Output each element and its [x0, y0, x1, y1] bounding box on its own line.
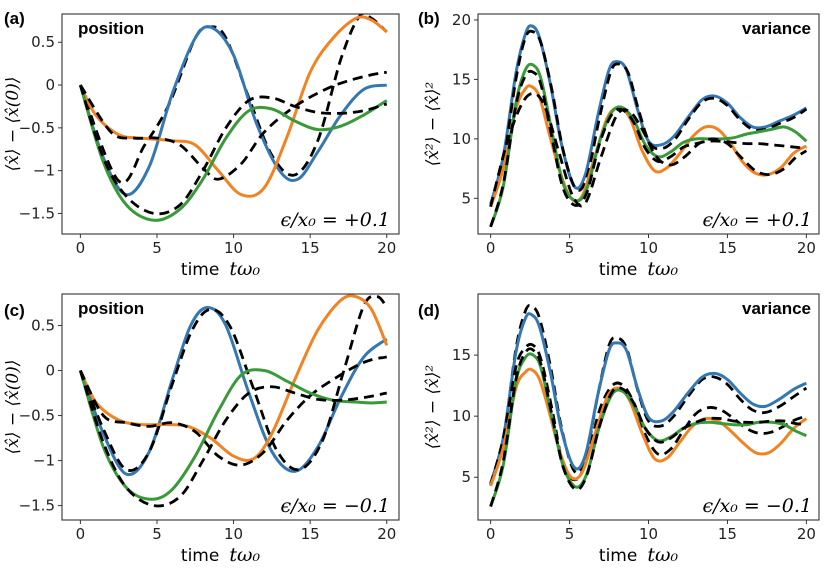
- panel-title: variance: [742, 19, 811, 38]
- x-tick-label: 20: [377, 239, 396, 257]
- x-tick-label: 20: [797, 239, 816, 257]
- series-line-dashed-4: [489, 69, 807, 228]
- panel-a: 0 5 10 15 20 0.5 0 −0.5 −1 −1.5 (a) position ϵ/x₀ = …: [3, 9, 400, 280]
- parameter-annotation: ϵ/x₀ = +0.1: [702, 209, 812, 231]
- series-line-dashed-3: [79, 70, 387, 181]
- y-tick-label: −1.5: [19, 497, 55, 515]
- x-tick-label: 10: [224, 239, 243, 257]
- y-tick-label: −1: [33, 162, 55, 180]
- x-tick-label: 0: [76, 239, 86, 257]
- y-tick-label: 15: [452, 70, 471, 88]
- y-tick-label: 0: [45, 76, 55, 94]
- x-tick-label: 5: [565, 525, 575, 543]
- series-line-orange-2: [79, 294, 389, 462]
- panel-tag: (a): [4, 9, 25, 28]
- x-tick-label: 0: [486, 525, 496, 543]
- series-line-green-4: [78, 84, 388, 222]
- x-tick-label: 0: [486, 239, 496, 257]
- x-axis-label: time tω₀: [599, 258, 679, 280]
- panel-tag: (b): [418, 9, 440, 28]
- y-tick-label: −1.5: [19, 204, 55, 222]
- series-line-orange-3: [489, 367, 808, 487]
- series-line-dashed-3: [79, 355, 387, 467]
- x-tick-label: 5: [565, 239, 575, 257]
- x-tick-label: 20: [797, 525, 816, 543]
- plot-frame: [61, 293, 400, 521]
- y-tick-label: −0.5: [19, 119, 55, 137]
- panel-title: position: [78, 299, 144, 318]
- panel-title: position: [78, 19, 144, 38]
- x-tick-label: 5: [152, 239, 162, 257]
- panel-title: variance: [742, 299, 811, 318]
- series-line-dashed-5: [79, 84, 388, 216]
- y-axis-label: ⟨x̂²⟩ − ⟨x̂⟩²: [423, 82, 443, 167]
- x-axis-label-text: time: [181, 260, 219, 280]
- x-tick-label: 10: [639, 239, 658, 257]
- series-line-dashed-5: [79, 370, 388, 508]
- panel-tag: (d): [418, 301, 440, 320]
- series-line-blue-0: [78, 306, 388, 477]
- y-tick-label: −0.5: [19, 407, 55, 425]
- series-line-dashed-5: [489, 347, 807, 507]
- x-axis-label-text: time: [599, 546, 637, 566]
- y-tick-label: 10: [452, 407, 471, 425]
- x-axis-label: time tω₀: [599, 544, 679, 566]
- panel-c: 0 5 10 15 20 0.5 0 −0.5 −1 −1.5 (c) position ϵ/x₀ = …: [3, 293, 400, 566]
- y-tick-label: 5: [461, 189, 471, 207]
- series-group: [78, 14, 388, 222]
- series-line-dashed-5: [489, 92, 808, 208]
- series-group: [78, 294, 389, 508]
- x-tick-label: 15: [718, 525, 737, 543]
- series-line-blue-0: [489, 24, 808, 205]
- y-tick-label: 5: [461, 468, 471, 486]
- panel-b: 0 5 10 15 20 5 10 15 20 (b) variance ϵ/x₀ = +0.1 tim…: [418, 9, 820, 280]
- x-axis-label-text: time: [599, 260, 637, 280]
- y-tick-label: 0.5: [31, 317, 55, 335]
- y-tick-label: −1: [33, 452, 55, 470]
- panel-d: 0 5 10 15 20 5 10 15 (d) variance ϵ/x₀ = −0.1 time t…: [418, 293, 820, 566]
- x-tick-label: 20: [377, 525, 396, 543]
- x-axis-label: time tω₀: [181, 544, 261, 566]
- x-tick-label: 10: [224, 525, 243, 543]
- parameter-annotation: ϵ/x₀ = +0.1: [280, 209, 390, 231]
- panel-tag: (c): [4, 301, 25, 320]
- series-group: [489, 303, 808, 508]
- x-tick-label: 5: [152, 525, 162, 543]
- plot-frame: [477, 13, 820, 235]
- x-tick-label: 0: [76, 525, 86, 543]
- x-axis-label-text: time: [181, 546, 219, 566]
- y-tick-label: 0.5: [31, 33, 55, 51]
- x-tick-label: 15: [718, 239, 737, 257]
- series-group: [489, 24, 808, 228]
- series-line-orange-2: [489, 84, 808, 208]
- parameter-annotation: ϵ/x₀ = −0.1: [702, 495, 812, 517]
- parameter-annotation: ϵ/x₀ = −0.1: [280, 495, 390, 517]
- y-axis-label: ⟨x̂⟩ − ⟨x̂(0)⟩: [3, 360, 23, 455]
- x-tick-label: 15: [301, 525, 320, 543]
- x-axis-label-math: tω₀: [229, 544, 260, 566]
- x-axis-label-math: tω₀: [647, 258, 678, 280]
- series-line-green-3: [489, 62, 808, 228]
- series-line-dashed-1: [489, 29, 808, 208]
- y-tick-label: 0: [45, 362, 55, 380]
- x-tick-label: 10: [639, 525, 658, 543]
- x-axis-label-math: tω₀: [229, 258, 260, 280]
- series-line-dashed-0: [489, 303, 808, 487]
- y-tick-label: 20: [452, 11, 471, 29]
- y-axis-label: ⟨x̂²⟩ − ⟨x̂⟩²: [423, 365, 443, 450]
- y-tick-label: 10: [452, 130, 471, 148]
- plot-frame: [61, 13, 400, 235]
- series-line-dashed-2: [489, 342, 807, 485]
- y-tick-label: 15: [452, 346, 471, 364]
- series-line-blue-1: [489, 312, 808, 484]
- y-axis-label: ⟨x̂⟩ − ⟨x̂(0)⟩: [3, 77, 23, 172]
- x-axis-label: time tω₀: [181, 258, 261, 280]
- series-line-dashed-0: [79, 14, 388, 185]
- x-axis-label-math: tω₀: [647, 544, 678, 566]
- x-tick-label: 15: [301, 239, 320, 257]
- series-line-green-4: [78, 368, 387, 501]
